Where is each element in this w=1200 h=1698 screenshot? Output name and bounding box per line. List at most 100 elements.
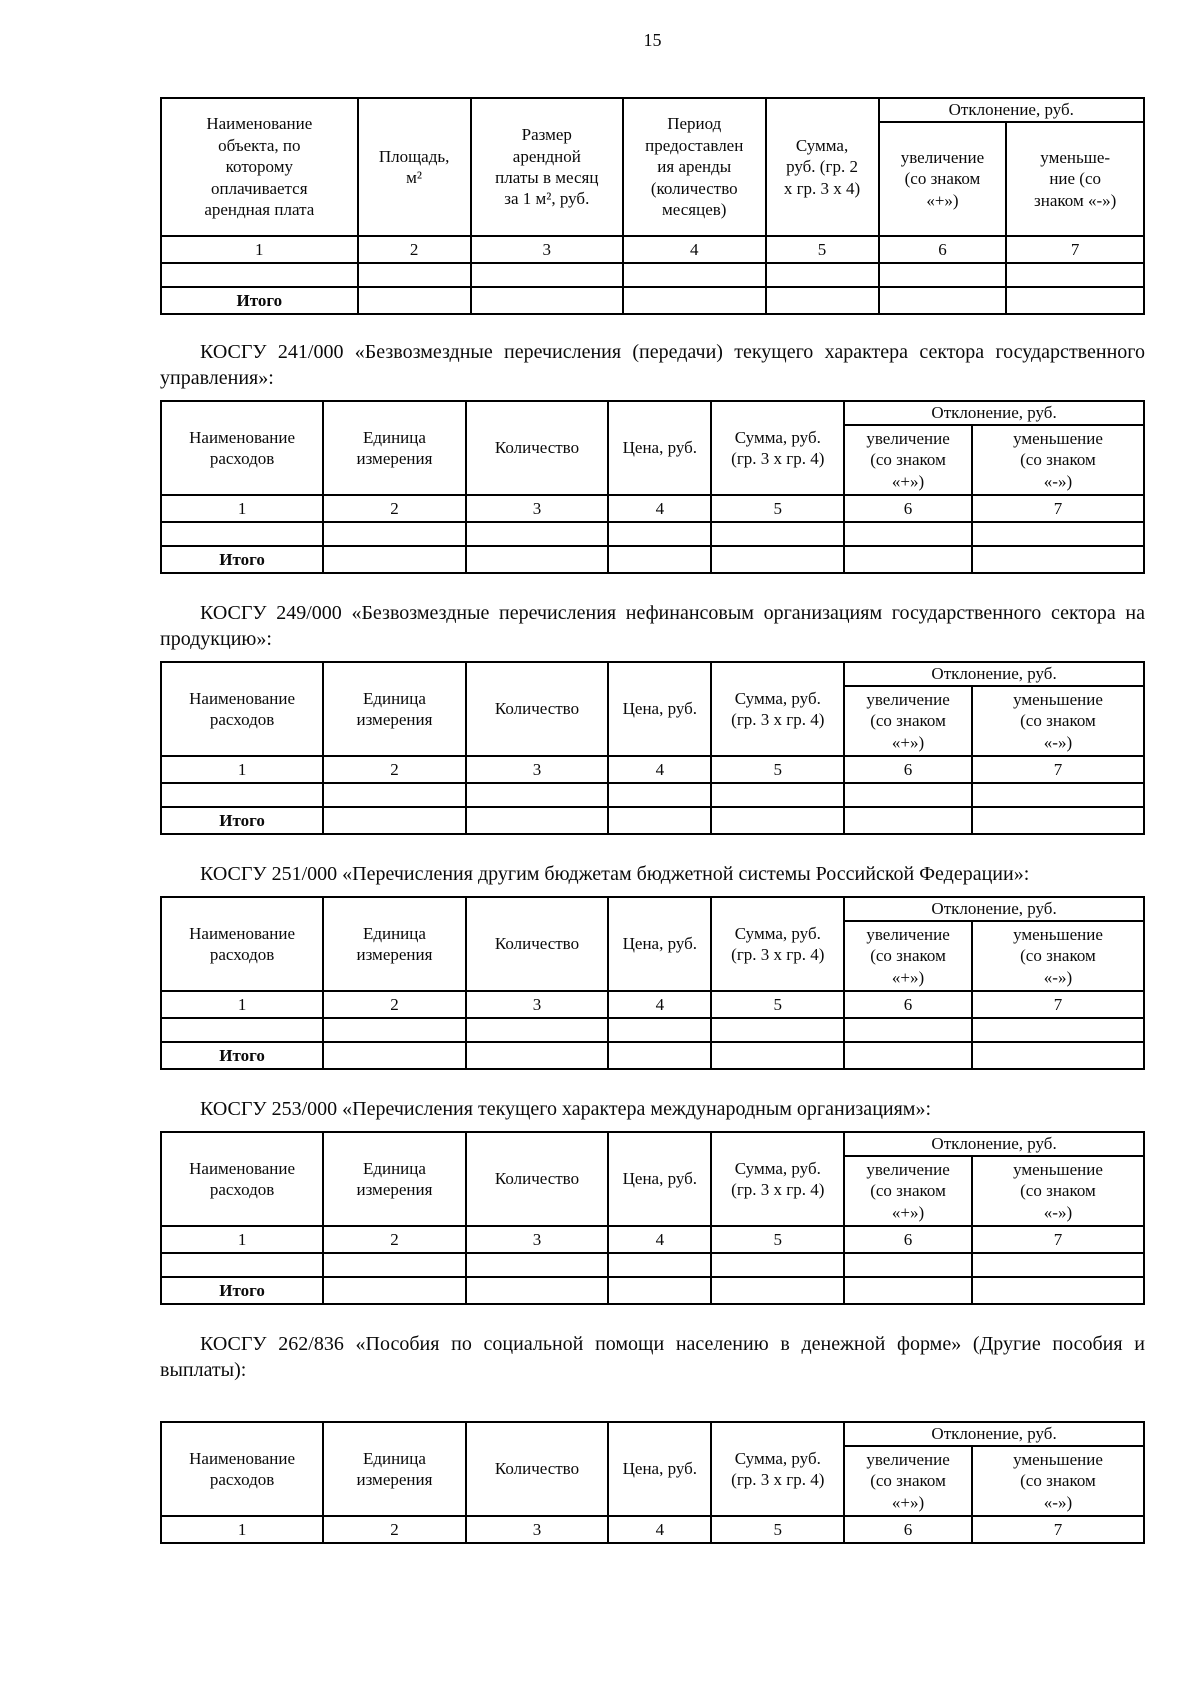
col-header-quantity: Количество <box>464 1421 610 1517</box>
empty-cell <box>607 1252 713 1278</box>
col-number-cell: 6 <box>843 990 973 1019</box>
col-number-cell: 3 <box>464 1225 610 1254</box>
empty-cell <box>322 1017 467 1043</box>
empty-cell <box>607 806 713 835</box>
col-header-quantity: Количество <box>464 896 610 992</box>
total-label-cell: Итого <box>159 545 325 574</box>
empty-cell <box>710 782 846 808</box>
expense-table-262: Наименование расходов Единица измерения … <box>159 1421 1146 1544</box>
total-label-cell: Итого <box>159 1041 325 1070</box>
col-number-cell: 6 <box>843 494 973 523</box>
empty-cell <box>322 545 467 574</box>
col-header-expense-name: Наименование расходов <box>159 1131 325 1227</box>
empty-cell <box>710 806 846 835</box>
empty-cell <box>322 806 467 835</box>
empty-cell <box>970 1017 1146 1043</box>
section-heading-253: КОСГУ 253/000 «Перечисления текущего хар… <box>200 1098 932 1120</box>
empty-cell <box>1005 262 1145 288</box>
empty-cell <box>877 286 1008 315</box>
empty-cell <box>970 1252 1146 1278</box>
col-header-decrease: уменьшение (со знаком «-») <box>970 424 1146 496</box>
deviation-header-cell: Отклонение, руб. <box>843 1421 1145 1447</box>
col-header-quantity: Количество <box>464 1131 610 1227</box>
empty-cell <box>607 1276 713 1305</box>
empty-cell <box>843 1252 973 1278</box>
rental-table: Наименование объекта, по которому оплачи… <box>160 97 1146 315</box>
page-number: 15 <box>643 30 662 50</box>
col-header-expense-name: Наименование расходов <box>159 400 325 496</box>
empty-cell <box>464 521 610 547</box>
empty-cell <box>843 521 973 547</box>
empty-cell <box>607 1041 713 1070</box>
col-number-cell: 6 <box>877 235 1008 264</box>
empty-cell <box>970 545 1146 574</box>
col-number-cell: 3 <box>464 494 610 523</box>
col-number-cell: 2 <box>322 755 467 784</box>
expense-table-249: Наименование расходов Единица измерения … <box>159 661 1146 835</box>
col-header-sum: Сумма, руб. (гр. 3 х гр. 4) <box>710 1421 846 1517</box>
col-header-increase: увеличение (со знаком «+») <box>843 424 973 496</box>
col-header-price: Цена, руб. <box>607 896 713 992</box>
empty-cell <box>970 521 1146 547</box>
col-number-cell: 1 <box>159 494 325 523</box>
empty-cell <box>159 1017 325 1043</box>
col-number-cell: 4 <box>621 235 767 264</box>
empty-cell <box>710 1276 846 1305</box>
col-header-unit: Единица измерения <box>322 661 467 757</box>
col-number-cell: 2 <box>322 990 467 1019</box>
col-number-cell: 3 <box>469 235 624 264</box>
col-number-cell: 7 <box>970 494 1146 523</box>
col-number-cell: 5 <box>710 1515 846 1544</box>
empty-cell <box>621 286 767 315</box>
empty-cell <box>607 545 713 574</box>
col-number-cell: 1 <box>160 235 359 264</box>
col-number-cell: 1 <box>159 755 325 784</box>
empty-cell <box>356 286 472 315</box>
col-header-increase: увеличение (со знаком «+») <box>843 1445 973 1517</box>
empty-cell <box>469 286 624 315</box>
col-header-increase: увеличение (со знаком «+») <box>843 1155 973 1227</box>
deviation-header-cell: Отклонение, руб. <box>843 896 1145 922</box>
empty-cell <box>464 1252 610 1278</box>
empty-cell <box>710 1017 846 1043</box>
col-header-decrease: уменьшение (со знаком «-») <box>970 1445 1146 1517</box>
col-header-rate: Размер арендной платы в месяц за 1 м², р… <box>469 97 624 237</box>
col-number-cell: 5 <box>710 1225 846 1254</box>
col-header-decrease: уменьшение (со знаком «-») <box>970 920 1146 992</box>
col-number-cell: 2 <box>322 1225 467 1254</box>
col-header-quantity: Количество <box>464 400 610 496</box>
empty-cell <box>160 262 359 288</box>
col-header-quantity: Количество <box>464 661 610 757</box>
empty-cell <box>843 545 973 574</box>
empty-cell <box>710 521 846 547</box>
total-label-cell: Итого <box>160 286 359 315</box>
col-header-sum: Сумма, руб. (гр. 3 х гр. 4) <box>710 400 846 496</box>
col-header-area: Площадь, м² <box>356 97 472 237</box>
col-number-cell: 5 <box>710 990 846 1019</box>
empty-cell <box>843 782 973 808</box>
empty-cell <box>843 806 973 835</box>
empty-cell <box>356 262 472 288</box>
empty-cell <box>1005 286 1145 315</box>
empty-cell <box>710 1041 846 1070</box>
col-number-cell: 3 <box>464 990 610 1019</box>
empty-cell <box>621 262 767 288</box>
empty-cell <box>607 521 713 547</box>
col-number-cell: 6 <box>843 1225 973 1254</box>
col-header-object-name: Наименование объекта, по которому оплачи… <box>160 97 359 237</box>
section-heading-249: КОСГУ 249/000 «Безвозмездные перечислени… <box>160 602 1145 650</box>
col-number-cell: 5 <box>710 755 846 784</box>
empty-cell <box>710 1252 846 1278</box>
empty-cell <box>464 782 610 808</box>
empty-cell <box>764 286 880 315</box>
empty-cell <box>970 782 1146 808</box>
col-number-cell: 6 <box>843 1515 973 1544</box>
empty-cell <box>843 1017 973 1043</box>
col-header-unit: Единица измерения <box>322 896 467 992</box>
col-header-unit: Единица измерения <box>322 400 467 496</box>
empty-cell <box>970 1276 1146 1305</box>
col-header-increase: увеличение (со знаком «+») <box>843 685 973 757</box>
col-header-increase: увеличение (со знаком «+») <box>877 121 1008 237</box>
col-number-cell: 5 <box>764 235 880 264</box>
deviation-header-cell: Отклонение, руб. <box>843 1131 1145 1157</box>
